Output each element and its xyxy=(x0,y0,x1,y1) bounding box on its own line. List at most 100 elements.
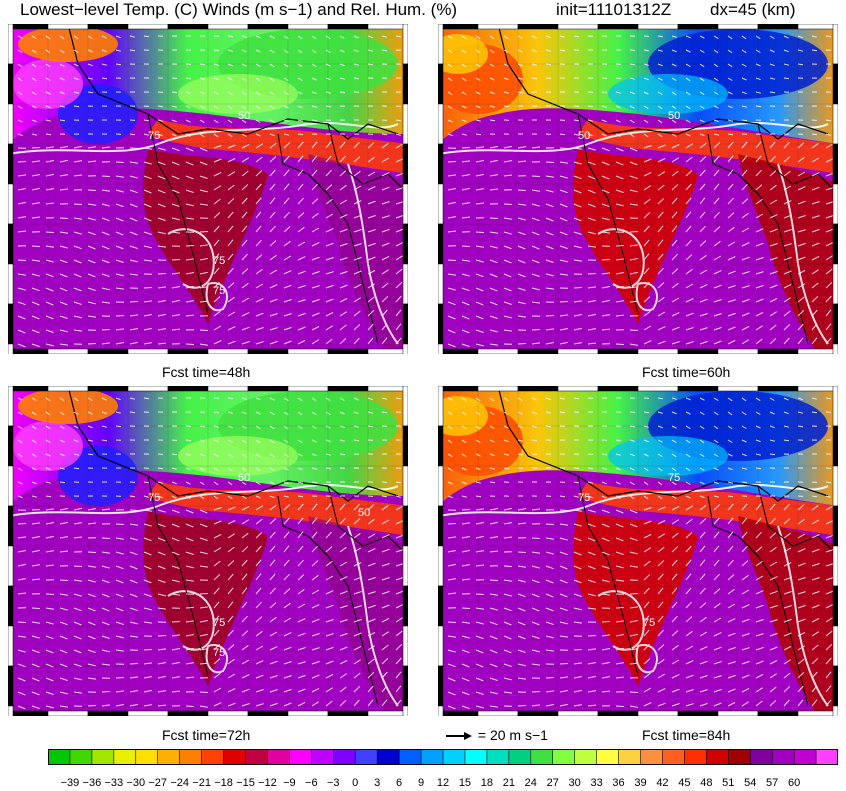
title-main: Lowest−level Temp. (C) Winds (m s−1) and… xyxy=(20,0,458,19)
colorbar-swatch xyxy=(552,749,576,765)
colorbar-tick-label: 24 xyxy=(524,777,537,789)
colorbar-tick-label: −18 xyxy=(214,777,233,789)
fcst-label-72h: Fcst time=72h xyxy=(162,727,251,743)
colorbar-tick-label: 45 xyxy=(678,777,691,789)
colorbar-swatch xyxy=(728,749,751,765)
colorbar-swatch xyxy=(750,749,773,765)
colorbar-swatch xyxy=(772,749,795,765)
colorbar-tick-label: 30 xyxy=(568,777,581,789)
contour-label: 75 xyxy=(643,617,655,629)
colorbar-swatch xyxy=(399,749,422,765)
colorbar-tick-label: −21 xyxy=(192,777,211,789)
colorbar-tick-labels: −39 −36 −33 −30 −27 −24 −21 −18 −15 −12 −9 −6 −3 0 3 6 9… xyxy=(0,767,846,789)
colorbar-tick-label: 33 xyxy=(590,777,603,789)
colorbar-swatch xyxy=(706,749,729,765)
map-panel-48h: 75 50 75 75 xyxy=(8,24,408,354)
colorbar-swatch xyxy=(201,749,225,765)
contour-label: 75 xyxy=(578,492,590,504)
colorbar-tick-label: 39 xyxy=(634,777,647,789)
colorbar-swatch xyxy=(179,749,203,765)
colorbar-tick-label: −9 xyxy=(283,777,296,789)
colorbar-swatch xyxy=(91,749,115,765)
map-svg: 75 50 75 75 50 xyxy=(8,386,408,716)
contour-label: 50 xyxy=(358,507,370,519)
colorbar-swatch xyxy=(421,749,444,765)
contour-label: 75 xyxy=(213,617,225,629)
colorbar-swatch xyxy=(311,749,334,765)
colorbar-tick-label: 18 xyxy=(480,777,493,789)
colorbar-tick-label: 0 xyxy=(352,777,359,789)
colorbar-tick-label: 21 xyxy=(502,777,515,789)
colorbar-swatch xyxy=(333,749,356,765)
colorbar-tick-label: 15 xyxy=(458,777,472,789)
colorbar-tick-label: 42 xyxy=(656,777,669,789)
colorbar-swatch xyxy=(684,749,707,765)
colorbar-swatch xyxy=(113,749,137,765)
contour-label: 50 xyxy=(238,110,250,122)
contour-label: 75 xyxy=(148,492,160,504)
map-panel-72h: 75 50 75 75 50 xyxy=(8,386,408,716)
colorbar-tick-label: 48 xyxy=(700,777,713,789)
colorbar-swatch xyxy=(289,749,312,765)
contour-label: 75 xyxy=(213,255,225,267)
figure-title: Lowest−level Temp. (C) Winds (m s−1) and… xyxy=(0,0,846,22)
fcst-label-48h: Fcst time=48h xyxy=(162,364,251,380)
colorbar-swatch xyxy=(574,749,598,765)
colorbar-tick-label: 36 xyxy=(612,777,625,789)
colorbar-swatch xyxy=(223,749,246,765)
vector-reference-label: = 20 m s−1 xyxy=(477,727,548,743)
colorbar-swatch xyxy=(530,749,554,765)
colorbar-tick-label: 6 xyxy=(396,777,403,789)
colorbar-swatch xyxy=(48,749,71,765)
map-svg: 75 50 75 75 xyxy=(8,24,408,354)
colorbar-swatch xyxy=(596,749,620,765)
vector-reference: = 20 m s−1 xyxy=(444,727,548,743)
colorbar-tick-label: 9 xyxy=(417,777,425,789)
colorbar-tick-label: 54 xyxy=(744,777,757,789)
colorbar-swatch xyxy=(508,749,532,765)
colorbar xyxy=(48,749,839,765)
colorbar-tick-label: −3 xyxy=(326,777,340,789)
colorbar-swatch xyxy=(464,749,488,765)
colorbar-tick-label: −12 xyxy=(258,777,277,789)
title-dx: dx=45 (km) xyxy=(710,0,796,19)
contour-label: 50 xyxy=(238,472,250,484)
colorbar-tick-label: 57 xyxy=(766,777,779,789)
colorbar-swatch xyxy=(157,749,181,765)
contour-label: 75 xyxy=(668,472,680,484)
map-svg: 75 75 75 xyxy=(438,386,838,716)
colorbar-swatch xyxy=(355,749,378,765)
colorbar-tick-label: −39 xyxy=(60,777,80,789)
contour-label: 75 xyxy=(213,285,225,297)
map-svg: 50 50 xyxy=(438,24,838,354)
colorbar-swatch xyxy=(486,749,510,765)
colorbar-swatch xyxy=(69,749,93,765)
colorbar-tick-label: 3 xyxy=(374,777,381,789)
colorbar-tick-label: 12 xyxy=(436,777,450,789)
colorbar-tick-label: 27 xyxy=(546,777,559,789)
colorbar-tick-label: −15 xyxy=(236,777,255,789)
fcst-label-84h: Fcst time=84h xyxy=(642,727,731,743)
colorbar-tick-label: −6 xyxy=(305,777,318,789)
colorbar-swatch xyxy=(662,749,685,765)
colorbar-swatch xyxy=(443,749,466,765)
reference-arrow-icon xyxy=(446,732,472,741)
colorbar-swatch xyxy=(618,749,641,765)
colorbar-swatch xyxy=(267,749,290,765)
colorbar-tick-label: 51 xyxy=(722,777,735,789)
title-init: init=11101312Z xyxy=(556,0,672,19)
colorbar-swatch xyxy=(135,749,159,765)
contour-label: 75 xyxy=(213,647,225,659)
colorbar-swatch xyxy=(377,749,400,765)
colorbar-tick-label: −33 xyxy=(104,777,124,789)
contour-label: 75 xyxy=(148,130,160,142)
colorbar-swatch xyxy=(640,749,663,765)
colorbar-swatch xyxy=(245,749,268,765)
colorbar-swatch xyxy=(816,749,839,765)
colorbar-tick-label: 60 xyxy=(787,777,801,789)
colorbar-svg xyxy=(48,749,839,765)
contour-label: 50 xyxy=(578,130,590,142)
colorbar-swatch xyxy=(794,749,817,765)
colorbar-tick-label: −24 xyxy=(170,777,189,789)
map-panel-84h: 75 75 75 xyxy=(438,386,838,716)
